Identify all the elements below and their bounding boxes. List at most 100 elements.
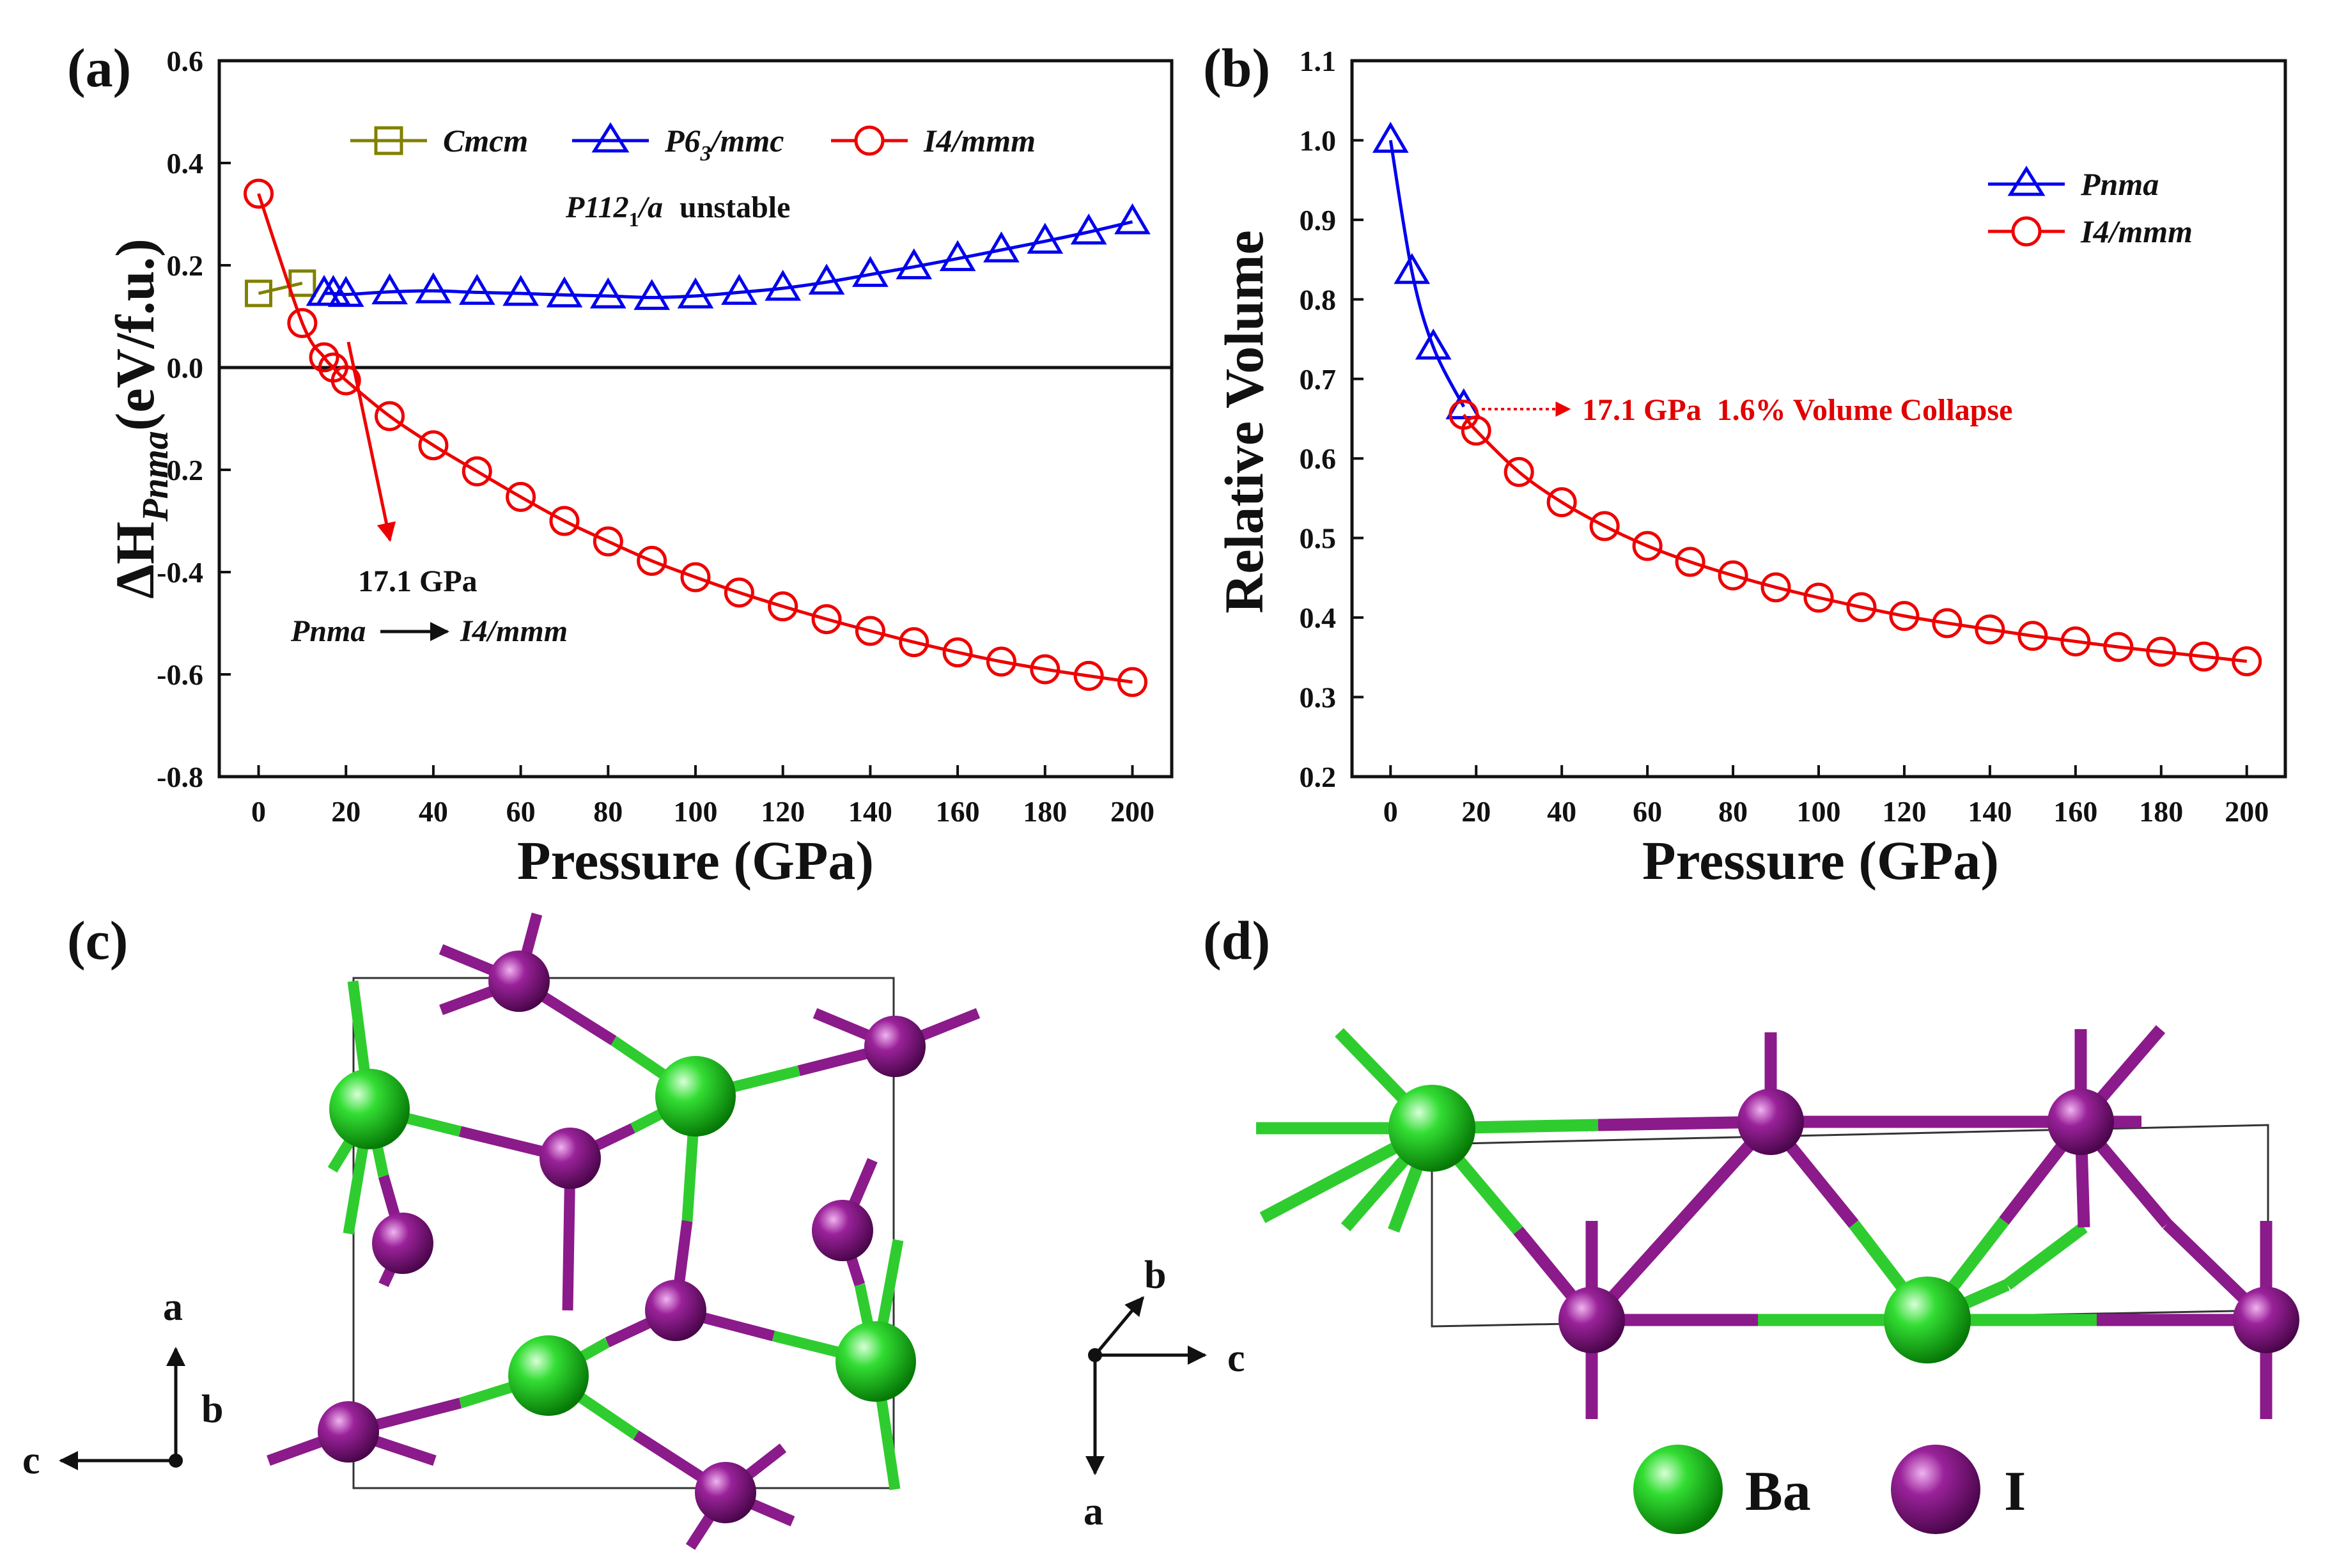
data-point <box>1372 121 1409 153</box>
data-point <box>1760 572 1791 603</box>
i-atom <box>695 1462 756 1523</box>
data-point <box>1589 511 1620 541</box>
x-tick-label: 60 <box>1633 795 1662 828</box>
y-tick-label: -0.8 <box>157 761 203 793</box>
y-tick-label: 1.1 <box>1300 45 1337 77</box>
legend-cmcm-marker <box>374 126 403 155</box>
data-point <box>330 365 361 396</box>
x-tick-label: 20 <box>1461 795 1491 828</box>
data-point <box>1675 547 1706 577</box>
data-point <box>2146 637 2177 667</box>
data-point <box>1846 592 1877 623</box>
data-point <box>1070 213 1107 245</box>
structure-c: (c) <box>22 910 981 1550</box>
i-atom <box>372 1213 433 1274</box>
axis-label-a-d: a <box>1084 1490 1103 1533</box>
chart-b-xlabel: Pressure (GPa) <box>1642 830 1999 891</box>
data-point <box>1632 531 1663 561</box>
x-tick-label: 200 <box>1110 795 1154 828</box>
legend-ba-label: Ba <box>1745 1461 1811 1523</box>
chart-a-gridlines: 0 20 40 60 80 100 120 140 160 180 200 0.6 0.4 0.2 0.0 -… <box>157 45 1154 828</box>
axis-label-c-d: c <box>1227 1337 1245 1380</box>
i-atom <box>1737 1089 1804 1155</box>
data-point <box>1889 601 1920 632</box>
chart-b: (b) 0 20 40 60 80 100 120 140 160 180 200 1.1 1.0 0.9… <box>1203 37 2287 891</box>
data-point <box>244 178 274 209</box>
y-tick-label: 0.2 <box>167 249 204 282</box>
series-line <box>1388 140 1466 408</box>
data-point <box>633 279 671 310</box>
y-tick-label: 0.0 <box>167 352 204 384</box>
structure-c-atoms <box>318 951 926 1523</box>
x-tick-label: 20 <box>331 795 361 828</box>
i-atom <box>645 1280 706 1341</box>
data-point <box>2189 641 2219 672</box>
data-point <box>2103 632 2134 662</box>
data-point <box>549 506 580 536</box>
x-tick-label: 120 <box>761 795 805 828</box>
x-tick-label: 80 <box>593 795 623 828</box>
axis-label-c: c <box>22 1439 40 1482</box>
chart-b-ylabel: Relative Volume <box>1213 230 1275 614</box>
series-line <box>1462 414 2247 664</box>
y-tick-label: 0.9 <box>1300 204 1337 237</box>
chart-a-annotation-pressure: 17.1 GPa <box>358 564 478 598</box>
i-atom <box>318 1401 379 1463</box>
y-tick-label: 0.8 <box>1300 283 1337 316</box>
x-tick-label: 140 <box>848 795 892 828</box>
chart-a-series <box>244 178 1151 697</box>
axis-label-a: a <box>163 1285 183 1329</box>
chart-b-series <box>1372 121 2262 677</box>
x-tick-label: 160 <box>936 795 980 828</box>
ba-atom <box>835 1321 916 1402</box>
data-point <box>983 231 1020 263</box>
y-tick-label: 0.4 <box>167 147 204 180</box>
legend-pnma-label: Pnma <box>2080 166 2159 202</box>
axis-label-b-d: b <box>1144 1254 1166 1297</box>
data-point <box>2017 621 2048 651</box>
legend-ba-atom <box>1633 1445 1723 1534</box>
y-tick-label: -0.2 <box>157 454 203 486</box>
data-point <box>1415 329 1452 360</box>
data-point <box>2060 626 2091 656</box>
data-point <box>1546 487 1577 518</box>
structure-d: (d) b c a <box>1084 910 2299 1534</box>
x-tick-label: 200 <box>2225 795 2269 828</box>
data-point <box>768 591 798 622</box>
data-point <box>808 263 845 295</box>
legend-p63mmc-marker <box>591 122 630 153</box>
panel-label-a: (a) <box>67 37 131 98</box>
chart-b-annotation: 17.1 GPa 1.6% Volume Collapse <box>1582 393 2012 427</box>
chart-a-ylabel: ΔHPnma(eV/f.u.) <box>104 238 176 599</box>
data-point <box>1504 456 1534 487</box>
y-tick-label: 1.0 <box>1300 124 1337 157</box>
panel-label-b: (b) <box>1203 37 1270 98</box>
data-point <box>546 276 583 307</box>
data-point <box>896 248 933 279</box>
structure-d-atoms <box>1388 1085 2299 1363</box>
data-point <box>680 562 711 593</box>
legend-i-atom <box>1891 1445 1980 1534</box>
chart-a: (a) 0 20 40 60 80 100 120 140 160 180 200 0.6 0.4 0.2… <box>67 37 1174 891</box>
data-point <box>309 342 339 373</box>
series-line <box>258 281 303 295</box>
data-point <box>1027 222 1064 254</box>
ba-atom <box>655 1056 736 1137</box>
data-point <box>1718 560 1748 591</box>
chart-a-frame <box>217 59 1174 779</box>
data-point <box>1117 667 1147 697</box>
x-tick-label: 80 <box>1718 795 1748 828</box>
data-point <box>899 627 929 658</box>
x-tick-label: 180 <box>2139 795 2183 828</box>
ba-atom <box>1884 1277 1971 1363</box>
legend-i4mmm-b-label: I4/mmm <box>2080 213 2193 249</box>
panel-label-d: (d) <box>1203 910 1270 971</box>
data-point <box>852 256 889 287</box>
data-point <box>724 577 754 608</box>
ba-atom <box>329 1069 410 1149</box>
data-point <box>1975 614 2005 645</box>
data-point <box>986 646 1016 677</box>
data-point <box>1461 415 1491 446</box>
data-point <box>1030 654 1061 685</box>
legend-i4mmm-label: I4/mmm <box>923 123 1036 159</box>
